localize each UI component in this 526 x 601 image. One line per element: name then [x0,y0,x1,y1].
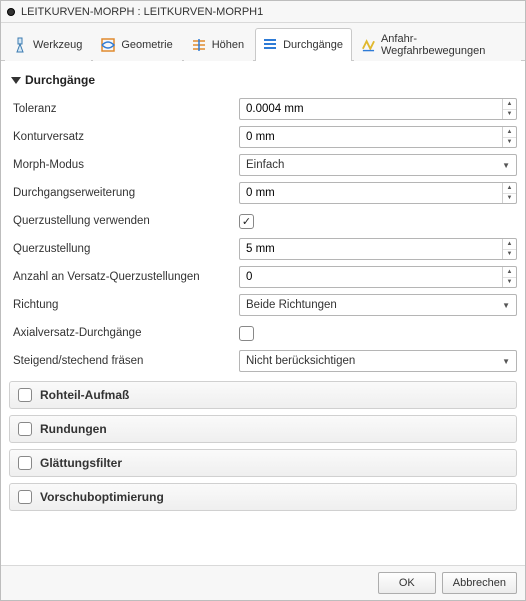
tolerance-input-wrap: ▲▼ [239,98,517,120]
num-offset-stepovers-label: Anzahl an Versatz-Querzustellungen [9,271,239,283]
accordion-feed-opt[interactable]: Vorschuboptimierung [9,483,517,511]
stock-checkbox[interactable] [18,388,32,402]
tab-heights-label: Höhen [212,39,244,51]
tolerance-spinner[interactable]: ▲▼ [502,99,516,119]
pass-extension-input[interactable] [240,183,502,203]
dialog-window: LEITKURVEN-MORPH : LEITKURVEN-MORPH1 Wer… [0,0,526,601]
tolerance-label: Toleranz [9,103,239,115]
tab-heights[interactable]: Höhen [184,28,253,61]
axial-offset-passes-label: Axialversatz-Durchgänge [9,327,239,339]
accordion-smoothing[interactable]: Glättungsfilter [9,449,517,477]
use-stepover-checkbox[interactable]: ✓ [239,214,254,229]
chevron-down-icon: ▼ [502,161,510,170]
passes-icon [262,37,278,53]
cancel-button[interactable]: Abbrechen [442,572,517,594]
direction-select[interactable]: Beide Richtungen ▼ [239,294,517,316]
tab-tool[interactable]: Werkzeug [5,28,91,61]
direction-value: Beide Richtungen [246,299,337,311]
fillets-checkbox[interactable] [18,422,32,436]
tab-bar: Werkzeug Geometrie Höhen Durchgänge Anfa… [1,23,525,61]
collapse-icon [11,77,21,84]
accordion-feed-opt-label: Vorschuboptimierung [40,490,164,504]
linking-icon [361,37,376,53]
tab-passes-label: Durchgänge [283,39,343,51]
window-icon [7,8,15,16]
accordion-fillets[interactable]: Rundungen [9,415,517,443]
morph-mode-label: Morph-Modus [9,159,239,171]
pass-extension-label: Durchgangserweiterung [9,187,239,199]
morph-mode-value: Einfach [246,159,284,171]
tool-icon [12,37,28,53]
content-area: Durchgänge Toleranz ▲▼ Konturversatz ▲▼ … [1,61,525,565]
stepover-spinner[interactable]: ▲▼ [502,239,516,259]
contour-offset-input[interactable] [240,127,502,147]
stepover-input-wrap: ▲▼ [239,238,517,260]
contour-offset-spinner[interactable]: ▲▼ [502,127,516,147]
num-offset-stepovers-input[interactable] [240,267,502,287]
stepover-label: Querzustellung [9,243,239,255]
tab-passes[interactable]: Durchgänge [255,28,352,61]
climb-conventional-value: Nicht berücksichtigen [246,355,355,367]
contour-offset-label: Konturversatz [9,131,239,143]
chevron-down-icon: ▼ [502,357,510,366]
climb-conventional-label: Steigend/stechend fräsen [9,355,239,367]
window-title: LEITKURVEN-MORPH : LEITKURVEN-MORPH1 [21,6,263,18]
accordion-stock-label: Rohteil-Aufmaß [40,388,129,402]
use-stepover-label: Querzustellung verwenden [9,215,239,227]
ok-button[interactable]: OK [378,572,436,594]
climb-conventional-select[interactable]: Nicht berücksichtigen ▼ [239,350,517,372]
tab-tool-label: Werkzeug [33,39,82,51]
tab-geometry-label: Geometrie [121,39,172,51]
direction-label: Richtung [9,299,239,311]
pass-extension-input-wrap: ▲▼ [239,182,517,204]
geometry-icon [100,37,116,53]
footer: OK Abbrechen [1,565,525,600]
accordion-fillets-label: Rundungen [40,422,107,436]
feed-opt-checkbox[interactable] [18,490,32,504]
stepover-input[interactable] [240,239,502,259]
accordion-smoothing-label: Glättungsfilter [40,456,122,470]
tolerance-input[interactable] [240,99,502,119]
smoothing-checkbox[interactable] [18,456,32,470]
contour-offset-input-wrap: ▲▼ [239,126,517,148]
pass-extension-spinner[interactable]: ▲▼ [502,183,516,203]
titlebar: LEITKURVEN-MORPH : LEITKURVEN-MORPH1 [1,1,525,23]
num-offset-stepovers-input-wrap: ▲▼ [239,266,517,288]
axial-offset-passes-checkbox[interactable] [239,326,254,341]
morph-mode-select[interactable]: Einfach ▼ [239,154,517,176]
chevron-down-icon: ▼ [502,301,510,310]
num-offset-stepovers-spinner[interactable]: ▲▼ [502,267,516,287]
tab-linking-label: Anfahr-Wegfahrbewegungen [381,33,512,57]
accordion-stock[interactable]: Rohteil-Aufmaß [9,381,517,409]
heights-icon [191,37,207,53]
tab-linking[interactable]: Anfahr-Wegfahrbewegungen [354,28,521,61]
tab-geometry[interactable]: Geometrie [93,28,181,61]
section-passes-header[interactable]: Durchgänge [9,67,517,95]
section-passes-title: Durchgänge [25,73,95,87]
